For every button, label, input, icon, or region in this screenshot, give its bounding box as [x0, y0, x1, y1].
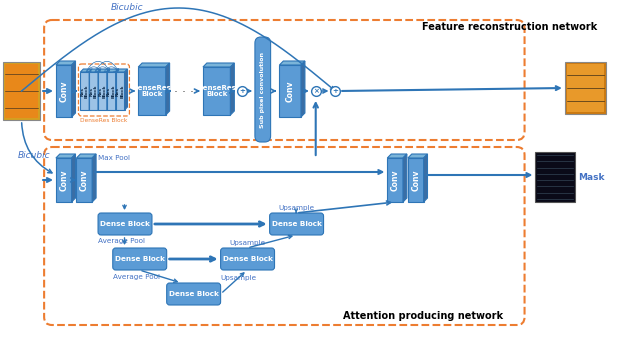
Text: DenseRes Block: DenseRes Block [80, 118, 127, 122]
Text: Dense Block: Dense Block [100, 221, 150, 227]
Polygon shape [72, 61, 76, 117]
FancyBboxPatch shape [138, 67, 166, 115]
Text: Average Pool: Average Pool [98, 238, 145, 244]
Text: Average Pool: Average Pool [113, 274, 160, 280]
Polygon shape [107, 69, 118, 72]
Text: Max Pool: Max Pool [98, 155, 130, 161]
Text: Res
Block: Res Block [90, 84, 98, 98]
Polygon shape [203, 63, 234, 67]
FancyBboxPatch shape [564, 62, 606, 114]
Polygon shape [424, 154, 428, 202]
FancyBboxPatch shape [56, 158, 72, 202]
FancyBboxPatch shape [387, 158, 403, 202]
Polygon shape [166, 63, 170, 115]
Text: DenseRes
Block: DenseRes Block [197, 85, 236, 97]
Polygon shape [107, 69, 110, 110]
Text: Attention producing network: Attention producing network [343, 311, 503, 321]
Text: Conv: Conv [390, 169, 399, 191]
FancyBboxPatch shape [56, 65, 72, 117]
Polygon shape [403, 154, 407, 202]
FancyBboxPatch shape [5, 64, 38, 118]
Text: Dense Block: Dense Block [115, 256, 164, 262]
FancyBboxPatch shape [76, 158, 92, 202]
Text: Res
Block: Res Block [116, 84, 124, 98]
Text: Bicubic: Bicubic [111, 3, 144, 13]
FancyBboxPatch shape [89, 72, 98, 110]
FancyBboxPatch shape [280, 65, 301, 117]
Polygon shape [89, 69, 101, 72]
FancyBboxPatch shape [408, 158, 424, 202]
Polygon shape [56, 61, 76, 65]
FancyBboxPatch shape [3, 62, 40, 120]
Polygon shape [72, 154, 76, 202]
FancyBboxPatch shape [203, 67, 230, 115]
Polygon shape [116, 69, 118, 110]
Polygon shape [89, 69, 92, 110]
Text: Conv: Conv [80, 169, 89, 191]
Text: Dense Block: Dense Block [169, 291, 219, 297]
Text: · · ·: · · · [174, 87, 195, 100]
Polygon shape [280, 61, 305, 65]
Text: +: + [239, 88, 245, 94]
Polygon shape [116, 69, 127, 72]
FancyBboxPatch shape [81, 72, 89, 110]
Text: Res
Block: Res Block [107, 84, 116, 98]
FancyBboxPatch shape [98, 72, 107, 110]
Text: Mask: Mask [579, 173, 605, 182]
Polygon shape [138, 63, 170, 67]
Text: Bicubic: Bicubic [18, 150, 51, 159]
Text: Conv: Conv [60, 169, 68, 191]
Text: Res
Block: Res Block [81, 84, 89, 98]
Text: Res
Block: Res Block [98, 84, 107, 98]
FancyBboxPatch shape [166, 283, 221, 305]
Text: Conv: Conv [285, 80, 294, 102]
Polygon shape [92, 154, 96, 202]
Text: Conv: Conv [412, 169, 420, 191]
Text: Upsample: Upsample [229, 240, 265, 246]
Text: ×: × [313, 88, 319, 94]
Polygon shape [98, 69, 110, 72]
Text: +: + [332, 88, 339, 94]
FancyBboxPatch shape [113, 248, 166, 270]
Text: Dense Block: Dense Block [223, 256, 273, 262]
Text: Conv: Conv [60, 80, 68, 102]
Polygon shape [387, 154, 407, 158]
Text: Upsample: Upsample [221, 275, 257, 281]
FancyBboxPatch shape [269, 213, 324, 235]
FancyBboxPatch shape [98, 213, 152, 235]
FancyBboxPatch shape [566, 64, 604, 112]
Polygon shape [301, 61, 305, 117]
FancyBboxPatch shape [535, 152, 575, 202]
Text: Feature reconstruction network: Feature reconstruction network [422, 22, 597, 32]
Text: Upsample: Upsample [278, 205, 314, 211]
Polygon shape [56, 154, 76, 158]
Text: Dense Block: Dense Block [271, 221, 321, 227]
Polygon shape [81, 69, 92, 72]
FancyBboxPatch shape [255, 37, 271, 142]
FancyBboxPatch shape [221, 248, 275, 270]
Polygon shape [408, 154, 428, 158]
Polygon shape [125, 69, 127, 110]
FancyBboxPatch shape [116, 72, 125, 110]
Text: Sub pixel convolution: Sub pixel convolution [260, 52, 265, 127]
Text: DenseRes
Block: DenseRes Block [132, 85, 172, 97]
Polygon shape [98, 69, 101, 110]
Polygon shape [230, 63, 234, 115]
FancyBboxPatch shape [107, 72, 116, 110]
Polygon shape [76, 154, 96, 158]
